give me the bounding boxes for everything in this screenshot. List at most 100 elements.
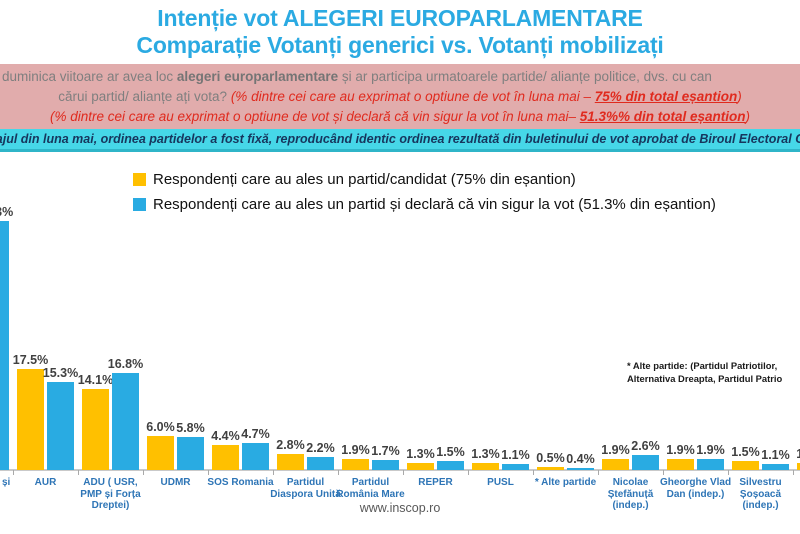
question-line1-suffix: și ar participa urmatoarele partide/ ali… (338, 69, 712, 84)
bar-generic (212, 444, 239, 470)
bar-mobilized (307, 457, 334, 470)
category-axis-label: Silvestru Șoșoacă (indep.) (739, 477, 782, 511)
category-axis-label: AUR (34, 477, 57, 488)
question-line3: (% dintre cei care au exprimat o optiune… (0, 107, 800, 127)
legend-swatch-blue-icon (133, 197, 146, 211)
bar-generic (342, 459, 369, 470)
bar-value-label: 4.7% (241, 426, 270, 441)
page-title: Intenție vot ALEGERI EUROPARLAMENTARE Co… (0, 5, 800, 59)
bar-generic (602, 459, 629, 470)
bar-mobilized (762, 463, 789, 470)
bar-value-label: 17.5% (12, 353, 49, 368)
bar-value-label: 1.9% (341, 443, 370, 458)
bar-value-label: 14.1% (77, 372, 114, 387)
legend-label-generic: Respondenți care au ales un partid/candi… (153, 170, 576, 188)
axis-tick (403, 470, 404, 475)
bar-generic (797, 462, 800, 470)
question-line2-red: (% dintre cei care au exprimat o optiune… (230, 89, 595, 104)
question-line3-red: (% dintre cei care au exprimat o optiune… (49, 109, 580, 124)
category-axis-label: PUSL (487, 477, 514, 488)
bar-value-label: 1.3% (406, 446, 435, 461)
bar-value-label: 1.9% (666, 443, 695, 458)
bar-value-label: 15.3% (42, 366, 79, 381)
axis-tick (533, 470, 534, 475)
axis-tick (78, 470, 79, 475)
category-axis-label: Partidul Diaspora Unită (270, 477, 341, 500)
bar-mobilized (502, 463, 529, 470)
axis-tick (13, 470, 14, 475)
bar-value-label: 0.4% (566, 451, 595, 466)
legend-swatch-yellow-icon (133, 172, 146, 186)
axis-tick (143, 470, 144, 475)
axis-tick (273, 470, 274, 475)
bar-generic (732, 461, 759, 470)
bar-value-label: 43.3% (0, 205, 14, 220)
bar-value-label: 5.8% (176, 420, 205, 435)
chart-legend: Respondenți care au ales un partid/candi… (133, 170, 716, 220)
bar-generic (537, 467, 564, 470)
question-line1: duminica viitoare ar avea loc alegeri eu… (0, 67, 800, 87)
axis-tick (208, 470, 209, 475)
bar-value-label: 6.0% (146, 419, 175, 434)
x-axis-line (0, 469, 800, 471)
method-banner-text: ajul din luna mai, ordinea partidelor a … (0, 132, 800, 146)
category-axis-label: Nicolae Ștefănuță (indep.) (607, 477, 654, 511)
bar-generic (472, 462, 499, 470)
bar-value-label: 1.9% (601, 443, 630, 458)
axis-tick (663, 470, 664, 475)
bar-mobilized (112, 373, 139, 470)
bar-generic (147, 435, 174, 470)
category-axis-label: Gheorghe Vlad Dan (indep.) (659, 477, 732, 500)
category-axis-label: ADU ( USR, PMP și Forța Dreptei) (80, 477, 141, 511)
bar-value-label: 16.8% (107, 357, 144, 372)
axis-tick (338, 470, 339, 475)
bar-value-label: 2.8% (276, 437, 305, 452)
question-line2-close: ) (737, 89, 742, 104)
category-axis-label: REPER (418, 477, 453, 488)
bar-value-label: 1.5% (731, 445, 760, 460)
legend-item-generic: Respondenți care au ales un partid/candi… (133, 170, 716, 188)
question-line2-highlight: 75% din total eșantion (594, 89, 738, 104)
bar-generic (277, 453, 304, 470)
category-axis-label: SOS Romania (207, 477, 274, 488)
bar-value-label: 1.7% (371, 444, 400, 459)
question-line2: cărui partid/ alianțe ați vota? (% dintr… (0, 87, 800, 107)
question-line1-bold: alegeri europarlamentare (176, 69, 339, 84)
bar-generic (407, 462, 434, 470)
bar-mobilized (372, 460, 399, 470)
other-parties-note-line1: * Alte partide: (Partidul Patriotilor, (627, 360, 778, 371)
title-line2: Comparație Votanți generici vs. Votanți … (136, 32, 664, 58)
category-axis-label: Partidul România Mare (336, 477, 405, 500)
title-line1: Intenție vot ALEGERI EUROPARLAMENTARE (157, 5, 643, 31)
bar-mobilized (242, 442, 269, 470)
other-parties-note-line2: Alternativa Dreapta, Partidul Patrio (627, 372, 783, 384)
legend-item-mobilized: Respondenți care au ales un partid și de… (133, 195, 716, 213)
category-axis-label: și (2, 477, 11, 488)
bar-value-label: 1.1% (501, 447, 530, 462)
method-banner: ajul din luna mai, ordinea partidelor a … (0, 129, 800, 152)
axis-tick (728, 470, 729, 475)
bar-value-label: 2.2% (306, 441, 335, 456)
axis-tick (598, 470, 599, 475)
bar-value-label: 1.5% (436, 445, 465, 460)
bar-value-label: 4.4% (211, 428, 240, 443)
legend-label-mobilized: Respondenți care au ales un partid și de… (153, 195, 716, 213)
category-axis-label: * Alte partide (534, 477, 597, 488)
question-banner: duminica viitoare ar avea loc alegeri eu… (0, 64, 800, 129)
bar-mobilized (47, 382, 74, 470)
bar-value-label: 0.5% (536, 451, 565, 466)
bar-generic (17, 369, 44, 470)
bar-generic (667, 459, 694, 470)
bar-mobilized (697, 459, 724, 470)
bar-value-label: 1.9% (696, 443, 725, 458)
axis-tick (793, 470, 794, 475)
category-axis-label: UDMR (160, 477, 191, 488)
bar-generic (82, 388, 109, 470)
bar-mobilized (437, 461, 464, 470)
bar-value-label: 1.3% (796, 446, 800, 461)
bar-value-label: 2.6% (631, 439, 660, 454)
bar-mobilized (0, 221, 9, 470)
other-parties-note: * Alte partide: (Partidul Patriotilor, A… (627, 360, 782, 385)
